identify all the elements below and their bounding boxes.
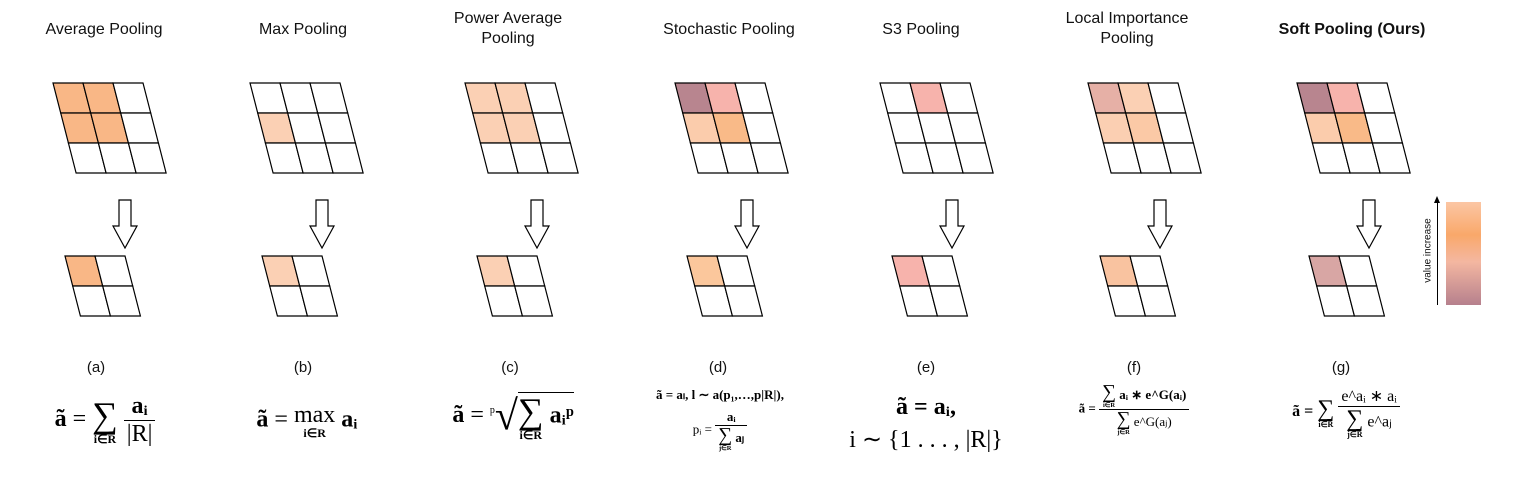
down-arrow-icon — [1146, 199, 1174, 250]
pooling-grid-f — [1087, 82, 1202, 317]
input-cell — [1371, 142, 1411, 174]
title-power-average-pooling: Power Average Pooling — [453, 10, 563, 47]
pooling-grid-e — [879, 82, 994, 317]
formula-local-importance: ã = ∑ i∈R aᵢ ∗ e^G(aᵢ) ∑ j∈R e^G(aⱼ) — [1044, 383, 1224, 436]
down-arrow-icon — [938, 199, 966, 250]
colorbar-arrow-icon — [1434, 196, 1440, 203]
title-stochastic-pooling: Stochastic Pooling — [663, 21, 795, 38]
output-cell — [723, 285, 764, 317]
formula-s3: ã = aᵢ, i ∼ {1 . . . , |R|} — [849, 394, 1003, 453]
down-arrow-icon — [1355, 199, 1383, 250]
output-cell — [513, 285, 554, 317]
value-colorbar — [1446, 202, 1481, 305]
label-e: (e) — [916, 359, 936, 376]
input-cell — [749, 142, 789, 174]
down-arrow-icon — [733, 199, 761, 250]
title-average-pooling: Average Pooling — [45, 21, 163, 38]
title-max-pooling: Max Pooling — [258, 21, 348, 38]
input-cell — [324, 142, 364, 174]
pooling-grid-b — [249, 82, 364, 317]
label-a: (a) — [86, 359, 106, 376]
output-cell — [298, 285, 339, 317]
title-s3-pooling: S3 Pooling — [882, 21, 960, 38]
output-cell — [1345, 285, 1386, 317]
pooling-grid-c — [464, 82, 579, 317]
label-g: (g) — [1331, 359, 1351, 376]
label-c: (c) — [501, 359, 519, 376]
title-local-importance-pooling: Local Importance Pooling — [1065, 10, 1189, 47]
output-cell — [928, 285, 969, 317]
down-arrow-icon — [111, 199, 139, 250]
formula-average: ã = ∑ i∈R aᵢ |R| — [30, 393, 180, 448]
down-arrow-icon — [523, 199, 551, 250]
formula-power-average: ã = p√ ∑ i∈R aᵢᵖ — [452, 391, 574, 442]
output-cell — [1136, 285, 1177, 317]
pooling-grid-a — [52, 82, 167, 317]
colorbar-arrow-line — [1437, 200, 1438, 305]
label-b: (b) — [293, 359, 313, 376]
input-cell — [954, 142, 994, 174]
output-cell — [101, 285, 142, 317]
formula-max: ã = max i∈R aᵢ — [256, 402, 358, 440]
input-cell — [127, 142, 167, 174]
pooling-grid-g — [1296, 82, 1411, 317]
input-cell — [539, 142, 579, 174]
colorbar-label: value increase — [1422, 218, 1434, 283]
label-d: (d) — [708, 359, 728, 376]
formula-soft-pooling: ã = ∑ i∈R e^aᵢ ∗ aᵢ ∑ j∈R e^aⱼ — [1256, 386, 1436, 439]
input-cell — [1162, 142, 1202, 174]
title-soft-pooling: Soft Pooling (Ours) — [1278, 21, 1426, 38]
down-arrow-icon — [308, 199, 336, 250]
label-f: (f) — [1126, 359, 1142, 376]
formula-stochastic: ã = aₗ, l ∼ a(p₁,…,p|R|), pᵢ = aᵢ ∑ j∈R aⱼ — [656, 387, 784, 452]
pooling-grid-d — [674, 82, 789, 317]
